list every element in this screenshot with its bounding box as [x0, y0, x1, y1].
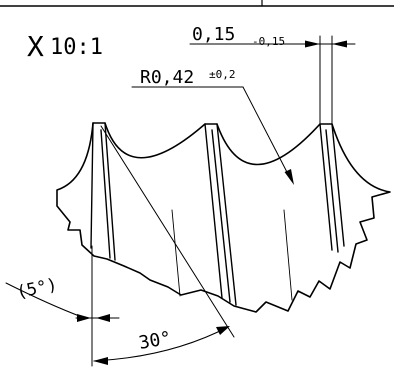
radius-arrow [284, 169, 294, 185]
flank-line-2b [211, 129, 231, 303]
flank-line-2a [204, 123, 223, 299]
flank-line-2c [216, 123, 237, 306]
radius-leader [242, 86, 290, 177]
large-angle-arrow-left [93, 357, 108, 365]
small-angle-arrow-right [96, 314, 110, 322]
flank-line-3a [319, 123, 333, 251]
small-angle-label: (5°) [15, 275, 59, 303]
radius-value: R0,42 [140, 67, 194, 88]
radius-tolerance: ±0,2 [209, 68, 236, 81]
flank-line-1c [104, 122, 116, 261]
pitch-arrow-left [305, 40, 320, 48]
pitch-value: 0,15 [192, 24, 235, 45]
pitch-tolerance: -0,15 [252, 35, 285, 48]
large-angle-arc [93, 326, 229, 362]
face-line-2 [283, 209, 293, 301]
flank-line-3b [325, 129, 339, 253]
flank-line-1a [90, 122, 94, 249]
pitch-arrow-right [332, 40, 347, 48]
flank-line-3c [331, 123, 345, 247]
detail-marker: X [27, 30, 44, 63]
face-line-1 [171, 209, 181, 297]
large-angle-arrow-right [216, 326, 230, 335]
scale-label: 10:1 [50, 35, 103, 60]
angle-construction-line [100, 125, 235, 338]
small-angle-arc [5, 282, 83, 318]
small-angle-arrow-left [77, 314, 91, 322]
flank-line-1b [100, 129, 111, 259]
